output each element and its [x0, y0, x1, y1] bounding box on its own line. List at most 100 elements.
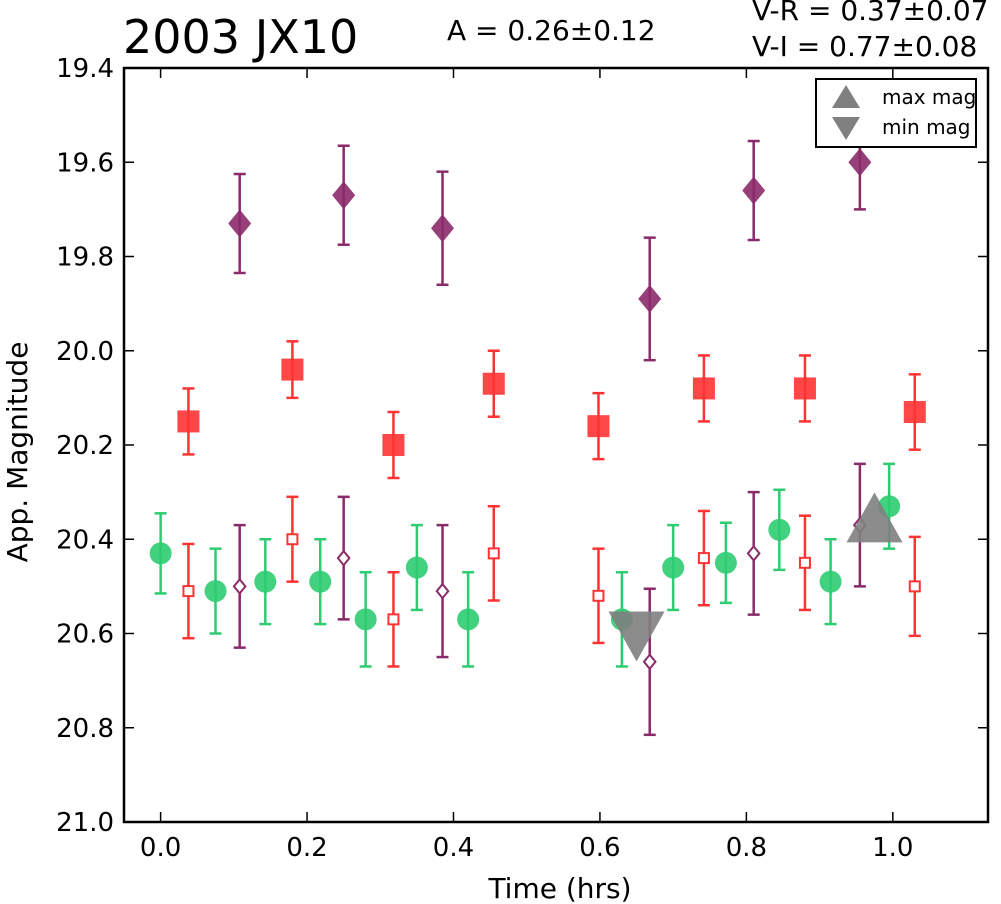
data-point	[638, 236, 662, 362]
data-point	[798, 514, 811, 612]
diamond-marker	[228, 209, 252, 238]
legend-max-mag-label: max mag	[882, 85, 976, 109]
max-mag-marker	[846, 492, 903, 543]
data-point	[281, 340, 304, 400]
amplitude-label: A = 0.26±0.12	[447, 14, 656, 47]
axis-ticks	[124, 67, 988, 823]
data-point	[182, 542, 195, 640]
legend-box	[815, 78, 977, 148]
data-point	[435, 523, 450, 659]
data-point	[177, 387, 200, 456]
diamond-marker	[742, 176, 766, 205]
data-point	[642, 587, 657, 737]
square-marker	[793, 377, 816, 400]
diamond-marker	[638, 284, 662, 313]
circle-marker	[254, 570, 277, 593]
data-point	[819, 538, 842, 626]
x-tick-label: 0.4	[433, 833, 474, 863]
plot-frame	[122, 66, 990, 824]
data-point	[149, 512, 172, 595]
data-point	[746, 490, 761, 616]
data-point	[587, 391, 610, 461]
circle-marker	[768, 518, 791, 541]
square-marker	[382, 434, 405, 456]
data-point	[742, 139, 766, 242]
circle-marker	[457, 608, 480, 631]
square-marker	[697, 552, 710, 565]
data-point	[354, 570, 377, 668]
x-tick-label: 0.2	[286, 833, 327, 863]
data-point	[457, 570, 480, 668]
y-tick-label: 21.0	[56, 808, 114, 838]
circle-marker	[819, 570, 842, 593]
tick-labels: 0.0 0.2 0.4 0.6 0.8 1.0 19.4 19.6 19.8 20.0 20.2 20…	[56, 54, 913, 863]
square-marker	[177, 410, 200, 433]
data-marks	[149, 113, 926, 737]
data-point	[692, 354, 715, 423]
data-point	[662, 523, 685, 612]
square-marker	[908, 580, 921, 593]
chart-title: 2003 JX10	[123, 10, 359, 64]
square-marker	[286, 533, 299, 546]
square-marker	[587, 415, 610, 438]
x-tick-label: 0.6	[579, 833, 620, 863]
x-tick-label: 0.0	[140, 833, 181, 863]
circle-marker	[714, 551, 737, 574]
diamond-marker	[336, 549, 351, 567]
square-marker	[903, 401, 926, 424]
data-point	[232, 523, 247, 649]
x-tick-label: 0.8	[726, 833, 767, 863]
data-point	[697, 509, 710, 607]
data-point	[336, 495, 351, 621]
data-point	[908, 535, 921, 638]
data-point	[309, 538, 332, 626]
square-marker	[592, 589, 605, 602]
data-point	[228, 172, 252, 275]
square-marker	[487, 547, 500, 560]
y-tick-label: 19.8	[56, 243, 114, 273]
square-marker	[798, 556, 811, 569]
square-marker	[182, 585, 195, 598]
circle-marker	[405, 556, 428, 579]
diamond-marker	[746, 544, 761, 562]
color-vr-label: V-R = 0.37±0.07	[752, 0, 989, 27]
data-point	[382, 410, 405, 480]
square-marker	[692, 377, 715, 400]
data-point	[487, 505, 500, 602]
y-tick-label: 19.4	[56, 54, 114, 84]
y-tick-label: 20.2	[56, 431, 114, 461]
min-mag-marker	[608, 611, 665, 662]
square-marker	[482, 372, 505, 395]
data-point	[482, 349, 505, 418]
y-tick-label: 20.8	[56, 714, 114, 744]
square-marker	[387, 613, 400, 626]
legend-min-mag-icon	[832, 117, 860, 140]
data-point	[714, 521, 737, 605]
y-tick-label: 20.6	[56, 620, 114, 650]
circle-marker	[204, 580, 227, 603]
legend-max-mag-icon	[832, 85, 860, 108]
diamond-marker	[435, 582, 450, 600]
diamond-marker	[642, 653, 657, 671]
circle-marker	[149, 542, 172, 565]
data-point	[592, 547, 605, 645]
diamond-marker	[431, 214, 454, 243]
circle-marker	[309, 570, 332, 593]
legend-min-mag-label: min mag	[882, 115, 971, 139]
data-point	[254, 538, 277, 626]
diamond-marker	[332, 181, 356, 210]
x-axis-label: Time (hrs)	[487, 872, 631, 904]
data-point	[793, 354, 816, 423]
data-point	[405, 523, 428, 612]
circle-marker	[354, 608, 377, 631]
data-point	[431, 170, 454, 287]
y-tick-label: 20.0	[56, 337, 114, 367]
data-point	[286, 495, 299, 583]
data-point	[204, 547, 227, 635]
y-tick-label: 20.4	[56, 525, 114, 555]
data-point	[903, 373, 926, 451]
y-axis-label: App. Magnitude	[1, 342, 34, 563]
circle-marker	[662, 556, 685, 579]
diamond-marker	[848, 148, 872, 177]
